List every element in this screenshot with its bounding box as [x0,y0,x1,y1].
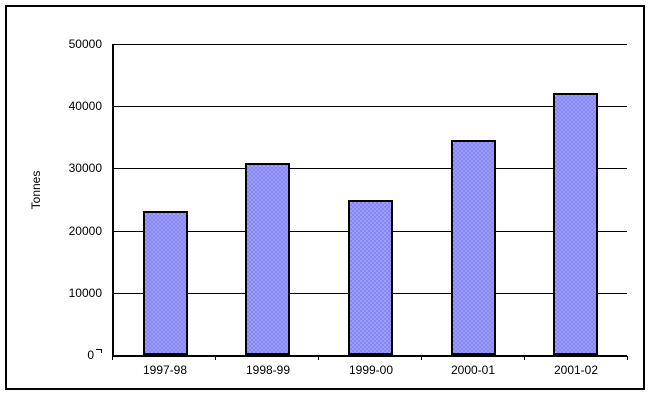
bar-2000-01 [451,140,496,355]
bar-1999-00 [348,200,393,355]
x-axis-tick [112,356,113,360]
x-tick-label: 2001-02 [553,363,599,377]
y-tick-label: 50000 [68,37,102,51]
x-axis-tick [524,356,525,360]
x-tick-label: 1999-00 [348,363,394,377]
y-tick-label: 10000 [68,286,102,300]
x-tick-label: 2000-01 [450,363,496,377]
x-axis-tick [421,356,422,360]
bar-1998-99 [245,163,290,355]
x-tick-label: 1998-99 [245,363,291,377]
plot-area [112,44,627,357]
gridline [114,44,627,45]
x-tick-label: 1997-98 [142,363,188,377]
y-tick-label: 20000 [68,224,102,238]
bar-2001-02 [553,93,598,355]
y-tick-label: 30000 [68,161,102,175]
zero-tick-mark [96,349,102,353]
y-axis-title: Tonnes [29,170,43,210]
y-tick-label: 0 [37,348,102,362]
chart-border: Tonnes 50000 40000 30000 20000 10000 0 1997-9… [5,5,645,390]
x-axis-tick [318,356,319,360]
gridline [114,106,627,107]
y-tick-label: 40000 [68,99,102,113]
bar-1997-98 [143,211,188,355]
x-axis-tick [627,356,628,360]
x-axis-tick [215,356,216,360]
gridline [114,168,627,169]
